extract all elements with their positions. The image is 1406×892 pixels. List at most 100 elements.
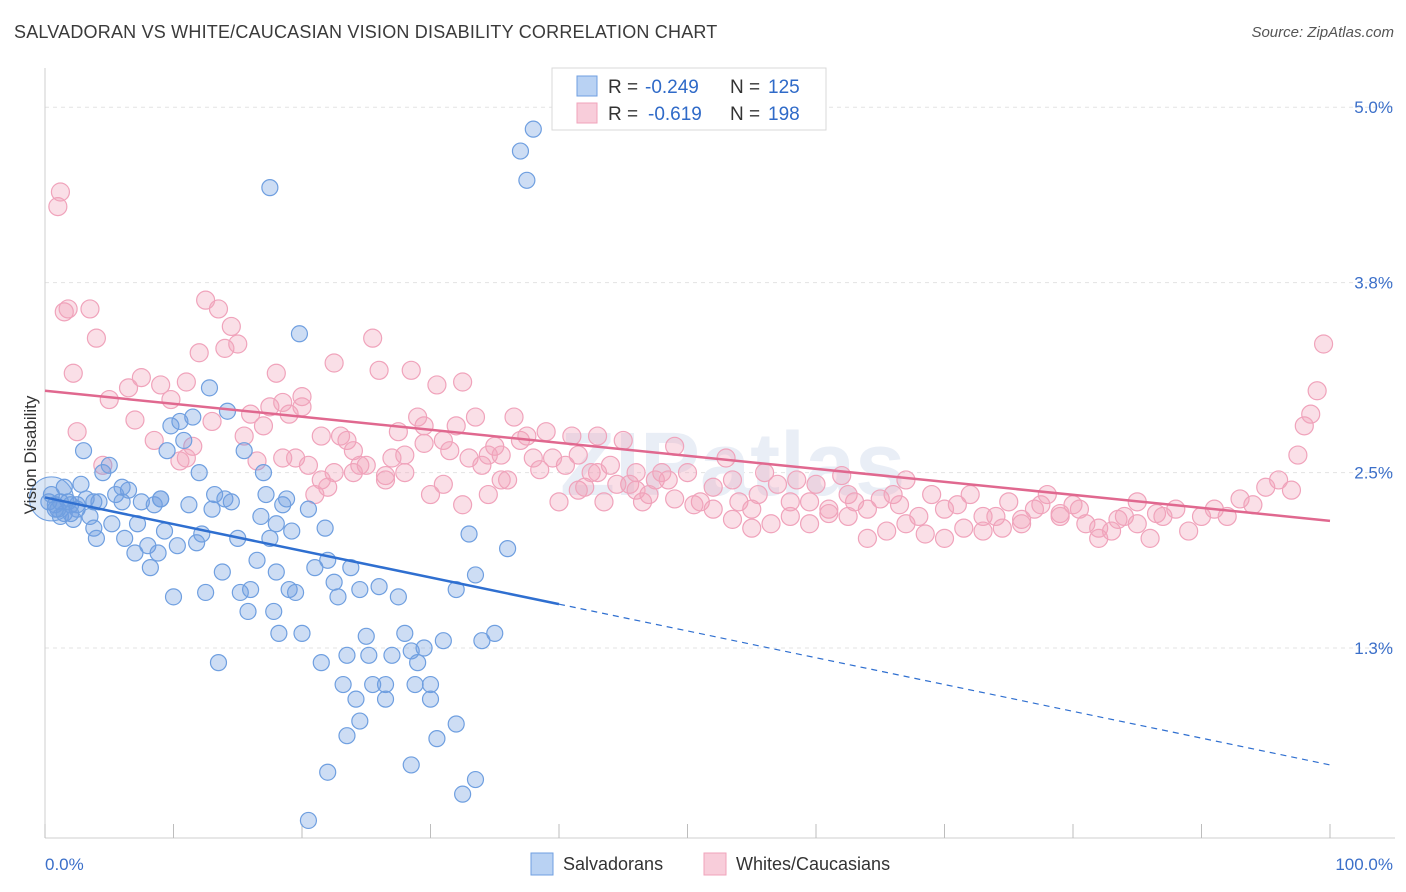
data-point-whites (1069, 499, 1090, 519)
axes (44, 68, 1395, 839)
data-point-whites (1301, 404, 1321, 424)
data-point-whites (1243, 495, 1263, 515)
data-point-whites (883, 484, 903, 505)
data-point-salvadorans (206, 485, 224, 504)
data-point-whites (48, 197, 68, 217)
trend-line-salvadorans (44, 496, 560, 606)
data-point-whites (947, 495, 967, 515)
data-point-salvadorans (126, 544, 144, 562)
data-point-whites (324, 353, 344, 373)
data-point-salvadorans (486, 624, 504, 642)
data-point-salvadorans (389, 588, 407, 606)
data-point-whites (189, 343, 209, 363)
data-point-whites (1146, 503, 1167, 524)
data-point-whites (221, 316, 241, 337)
data-point-whites (896, 470, 916, 490)
data-point-whites (857, 499, 878, 519)
data-point-salvadorans (351, 580, 369, 599)
legend-label-whites: Whites/Caucasians (736, 854, 890, 874)
data-point-salvadorans (152, 490, 170, 508)
legend-swatch-salvadorans-bottom (530, 852, 554, 876)
data-point-whites (960, 484, 980, 505)
data-point-salvadorans (200, 379, 219, 397)
data-point-whites (870, 489, 890, 509)
data-point-salvadorans (518, 171, 536, 189)
data-point-whites (626, 463, 646, 483)
data-point-salvadorans (242, 580, 260, 599)
data-point-salvadorans (329, 588, 347, 606)
data-point-whites (273, 448, 293, 468)
data-point-salvadorans (347, 690, 365, 708)
data-point-whites (58, 299, 78, 319)
legend-box (551, 67, 827, 131)
data-point-salvadorans (396, 624, 414, 642)
data-point-salvadorans (168, 537, 186, 555)
data-point-whites (665, 436, 685, 456)
data-point-whites (703, 477, 723, 497)
data-point-whites (838, 506, 858, 527)
data-point-salvadorans (434, 632, 452, 650)
data-point-salvadorans (162, 417, 180, 435)
data-point-salvadorans (447, 715, 465, 733)
data-point-whites (337, 430, 357, 451)
data-point-whites (587, 463, 608, 483)
data-point-salvadorans (85, 519, 103, 537)
legend-n-label-2: N = (730, 104, 760, 125)
data-point-whites (465, 407, 486, 427)
data-point-salvadorans (145, 496, 163, 514)
data-point-salvadorans (342, 559, 360, 577)
data-point-whites (298, 455, 319, 475)
data-point-whites (626, 480, 646, 500)
data-point-whites (587, 426, 608, 446)
data-point-whites (498, 470, 518, 490)
data-point-whites (478, 484, 498, 505)
data-point-salvadorans (190, 464, 208, 482)
data-point-whites (1050, 503, 1070, 524)
y-tick-label: 3.8% (1354, 274, 1393, 293)
data-point-whites (80, 299, 100, 319)
data-point-salvadorans (184, 408, 202, 426)
source-label: Source: ZipAtlas.com (1251, 24, 1394, 41)
data-point-whites (125, 410, 145, 430)
data-point-whites (877, 521, 897, 541)
data-point-whites (999, 492, 1019, 512)
data-point-whites (375, 470, 396, 490)
data-point-whites (414, 433, 434, 453)
x-tick-label: 0.0% (45, 855, 84, 874)
data-point-whites (954, 518, 974, 538)
data-point-whites (838, 484, 858, 505)
data-point-whites (1307, 381, 1327, 401)
data-point-whites (889, 495, 910, 515)
data-point-salvadorans (402, 756, 420, 774)
correlation-legend: R = -0.249 N = 125 R = -0.619 N = 198 (551, 67, 827, 131)
data-point-whites (799, 492, 820, 512)
data-point-whites (420, 484, 441, 505)
data-point-whites (253, 416, 274, 436)
chart-title: SALVADORAN VS WHITE/CAUCASIAN VISION DIS… (14, 22, 718, 42)
data-point-salvadorans (283, 522, 301, 540)
data-point-whites (453, 372, 473, 392)
data-point-salvadorans (164, 588, 183, 606)
data-point-whites (363, 328, 383, 348)
data-point-whites (1179, 521, 1199, 541)
data-point-whites (549, 492, 569, 512)
data-point-whites (176, 448, 196, 468)
data-point-whites (915, 524, 935, 544)
data-point-whites (1313, 334, 1334, 354)
data-point-salvadorans (406, 675, 424, 694)
data-point-salvadorans (235, 442, 253, 460)
data-point-whites (161, 389, 181, 410)
data-point-salvadorans (421, 675, 440, 694)
data-point-whites (742, 518, 762, 538)
data-point-whites (530, 460, 550, 480)
data-point-salvadorans (415, 639, 433, 657)
data-point-whites (292, 397, 312, 417)
data-point-whites (215, 338, 235, 358)
data-point-salvadorans (306, 559, 324, 577)
data-point-whites (131, 368, 151, 388)
data-point-whites (99, 389, 119, 410)
legend-swatch-salvadorans (576, 75, 598, 97)
data-point-whites (1108, 509, 1128, 529)
trend-line-whites (44, 389, 1331, 523)
legend-swatch-whites-bottom (703, 852, 727, 876)
